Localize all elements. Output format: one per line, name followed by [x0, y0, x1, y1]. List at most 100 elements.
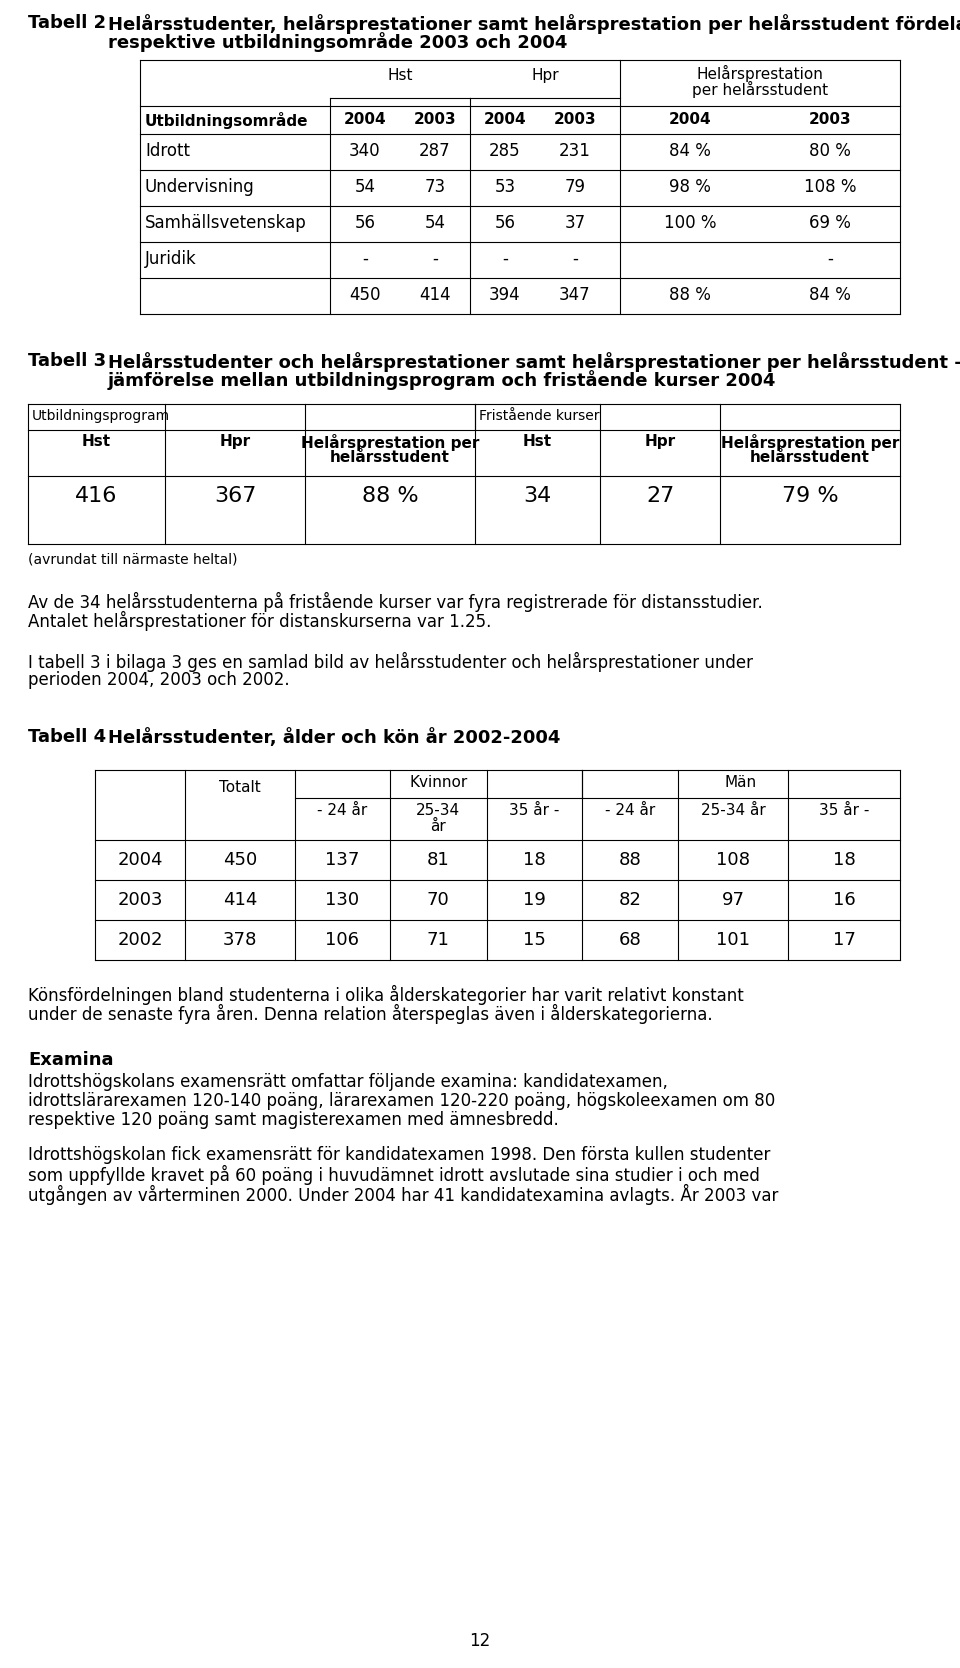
Text: Hpr: Hpr [644, 434, 676, 449]
Text: 81: 81 [426, 851, 449, 869]
Text: 450: 450 [223, 851, 257, 869]
Text: Könsfördelningen bland studenterna i olika ålderskategorier har varit relativt k: Könsfördelningen bland studenterna i oli… [28, 986, 744, 1006]
Text: Hst: Hst [82, 434, 110, 449]
Text: -: - [828, 250, 833, 269]
Text: Hst: Hst [522, 434, 552, 449]
Text: 287: 287 [420, 142, 451, 160]
Text: 54: 54 [354, 178, 375, 197]
Text: 73: 73 [424, 178, 445, 197]
Text: Tabell 2: Tabell 2 [28, 13, 107, 32]
Text: 79 %: 79 % [781, 485, 838, 505]
Text: Utbildningsområde: Utbildningsområde [145, 112, 308, 128]
Text: Helårsprestation per: Helårsprestation per [300, 434, 479, 450]
Text: Antalet helårsprestationer för distanskurserna var 1.25.: Antalet helårsprestationer för distansku… [28, 610, 492, 631]
Text: 25-34 år: 25-34 år [701, 802, 765, 817]
Text: 18: 18 [522, 851, 545, 869]
Text: Examina: Examina [28, 1051, 113, 1069]
Text: Samhällsvetenskap: Samhällsvetenskap [145, 214, 307, 232]
Text: 231: 231 [559, 142, 591, 160]
Text: år: år [430, 819, 445, 834]
Text: 416: 416 [75, 485, 117, 505]
Text: Hst: Hst [387, 68, 413, 83]
Text: 2003: 2003 [554, 112, 596, 127]
Text: 34: 34 [523, 485, 551, 505]
Text: -: - [432, 250, 438, 269]
Text: 2003: 2003 [117, 891, 163, 909]
Text: Hpr: Hpr [531, 68, 559, 83]
Text: 347: 347 [559, 285, 590, 304]
Text: Av de 34 helårsstudenterna på fristående kurser var fyra registrerade för distan: Av de 34 helårsstudenterna på fristående… [28, 592, 763, 612]
Text: 378: 378 [223, 931, 257, 949]
Text: under de senaste fyra åren. Denna relation återspeglas även i ålderskategorierna: under de senaste fyra åren. Denna relati… [28, 1004, 712, 1024]
Text: 71: 71 [426, 931, 449, 949]
Text: 82: 82 [618, 891, 641, 909]
Text: 37: 37 [564, 214, 586, 232]
Text: - 24 år: - 24 år [317, 802, 367, 817]
Text: Idrottshögskolans examensrätt omfattar följande examina: kandidatexamen,: Idrottshögskolans examensrätt omfattar f… [28, 1073, 668, 1091]
Text: perioden 2004, 2003 och 2002.: perioden 2004, 2003 och 2002. [28, 671, 290, 689]
Text: 2004: 2004 [344, 112, 386, 127]
Text: 19: 19 [522, 891, 545, 909]
Text: 88: 88 [618, 851, 641, 869]
Text: Idrottshögskolan fick examensrätt för kandidatexamen 1998. Den första kullen stu: Idrottshögskolan fick examensrätt för ka… [28, 1146, 770, 1164]
Text: 88 %: 88 % [669, 285, 711, 304]
Text: 79: 79 [564, 178, 586, 197]
Text: -: - [572, 250, 578, 269]
Text: 80 %: 80 % [809, 142, 851, 160]
Text: 2004: 2004 [669, 112, 711, 127]
Text: Hpr: Hpr [220, 434, 251, 449]
Text: Helårsstudenter och helårsprestationer samt helårsprestationer per helårsstudent: Helårsstudenter och helårsprestationer s… [108, 352, 960, 372]
Text: 70: 70 [426, 891, 449, 909]
Text: idrottslärarexamen 120-140 poäng, lärarexamen 120-220 poäng, högskoleexamen om 8: idrottslärarexamen 120-140 poäng, lärare… [28, 1093, 776, 1109]
Text: Utbildningsprogram: Utbildningsprogram [32, 409, 170, 424]
Text: 18: 18 [832, 851, 855, 869]
Text: 108 %: 108 % [804, 178, 856, 197]
Text: 2003: 2003 [808, 112, 852, 127]
Text: Helårsprestation: Helårsprestation [697, 65, 824, 82]
Text: Helårsprestation per: Helårsprestation per [721, 434, 900, 450]
Text: respektive 120 poäng samt magisterexamen med ämnesbredd.: respektive 120 poäng samt magisterexamen… [28, 1111, 559, 1129]
Text: 414: 414 [420, 285, 451, 304]
Text: 367: 367 [214, 485, 256, 505]
Text: Idrott: Idrott [145, 142, 190, 160]
Text: (avrundat till närmaste heltal): (avrundat till närmaste heltal) [28, 552, 237, 565]
Text: Juridik: Juridik [145, 250, 197, 269]
Text: 394: 394 [490, 285, 521, 304]
Text: Kvinnor: Kvinnor [409, 776, 468, 791]
Text: per helårsstudent: per helårsstudent [692, 82, 828, 98]
Text: 106: 106 [325, 931, 359, 949]
Text: 16: 16 [832, 891, 855, 909]
Text: 98 %: 98 % [669, 178, 711, 197]
Text: 53: 53 [494, 178, 516, 197]
Text: 12: 12 [469, 1631, 491, 1650]
Text: 101: 101 [716, 931, 750, 949]
Text: 15: 15 [522, 931, 545, 949]
Text: 68: 68 [618, 931, 641, 949]
Text: 2002: 2002 [117, 931, 163, 949]
Text: 340: 340 [349, 142, 381, 160]
Text: 56: 56 [354, 214, 375, 232]
Text: Män: Män [725, 776, 757, 791]
Text: 84 %: 84 % [669, 142, 711, 160]
Text: Tabell 4: Tabell 4 [28, 727, 107, 746]
Text: 130: 130 [324, 891, 359, 909]
Text: respektive utbildningsområde 2003 och 2004: respektive utbildningsområde 2003 och 20… [108, 32, 567, 52]
Text: 2003: 2003 [414, 112, 456, 127]
Text: helårsstudent: helårsstudent [750, 450, 870, 465]
Text: 97: 97 [722, 891, 745, 909]
Text: 137: 137 [324, 851, 359, 869]
Text: 35 år -: 35 år - [509, 802, 559, 817]
Text: Totalt: Totalt [219, 781, 261, 796]
Text: helårsstudent: helårsstudent [330, 450, 450, 465]
Text: 56: 56 [494, 214, 516, 232]
Text: 27: 27 [646, 485, 674, 505]
Text: 84 %: 84 % [809, 285, 851, 304]
Text: Helårsstudenter, helårsprestationer samt helårsprestation per helårsstudent förd: Helårsstudenter, helårsprestationer samt… [108, 13, 960, 33]
Text: 88 %: 88 % [362, 485, 419, 505]
Text: 100 %: 100 % [663, 214, 716, 232]
Text: -: - [362, 250, 368, 269]
Text: som uppfyllde kravet på 60 poäng i huvudämnet idrott avslutade sina studier i oc: som uppfyllde kravet på 60 poäng i huvud… [28, 1164, 760, 1184]
Text: 414: 414 [223, 891, 257, 909]
Text: 25-34: 25-34 [416, 802, 460, 817]
Text: Helårsstudenter, ålder och kön år 2002-2004: Helårsstudenter, ålder och kön år 2002-2… [108, 727, 561, 747]
